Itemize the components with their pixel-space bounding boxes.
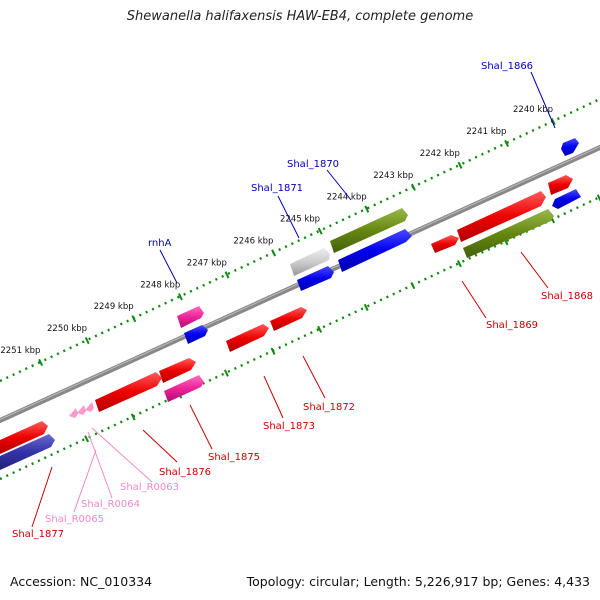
gene-shal-1871-b[interactable] (338, 229, 412, 272)
upper-tick (271, 249, 277, 257)
label-shal-1873[interactable]: Shal_1873 (263, 421, 315, 432)
gene-blue-under-rnha[interactable] (184, 325, 208, 344)
upper-tick (317, 227, 323, 235)
tick-label: 2251 kbp (0, 346, 40, 356)
upper-tick (550, 117, 556, 126)
label-shal-r0064[interactable]: Shal_R0064 (81, 499, 140, 510)
upper-scale-track (0, 97, 600, 383)
upper-tick (177, 293, 183, 301)
gene-labels: Shal_1866 Shal_1868 Shal_1869 Shal_1870 … (12, 61, 593, 540)
tick-label: 2244 kbp (327, 193, 367, 203)
lower-tick (130, 413, 136, 421)
tick-label: 2240 kbp (513, 105, 553, 115)
tick-label: 2246 kbp (233, 237, 273, 247)
lower-tick (270, 347, 276, 355)
upper-tick (224, 271, 230, 279)
gene-shal-r0065[interactable] (69, 408, 78, 418)
gene-shal-1869[interactable] (457, 191, 546, 242)
lower-tick (317, 325, 323, 333)
gene-shal-1867[interactable] (548, 175, 573, 195)
gene-red-near-1875[interactable] (159, 358, 196, 383)
tick-label: 2250 kbp (47, 324, 87, 334)
gene-features (0, 138, 581, 470)
label-shal-1866[interactable]: Shal_1866 (481, 61, 533, 72)
accession-text: Accession: NC_010334 (10, 574, 153, 589)
gene-shal-1870[interactable] (330, 208, 408, 253)
gene-shal-r0063[interactable] (85, 402, 94, 412)
genome-summary-text: Topology: circular; Length: 5,226,917 bp… (246, 574, 590, 589)
gene-shal-1866[interactable] (561, 138, 579, 156)
gene-shal-1875[interactable] (164, 375, 204, 402)
gene-rnha[interactable] (177, 306, 204, 328)
lower-tick (410, 281, 416, 290)
label-rnha[interactable]: rnhA (148, 238, 172, 249)
tick-label: 2243 kbp (373, 171, 413, 181)
gene-grey[interactable] (290, 248, 330, 276)
label-leaders (31, 71, 556, 528)
lower-tick (84, 435, 90, 443)
upper-tick (131, 315, 137, 323)
label-shal-1869[interactable]: Shal_1869 (486, 320, 538, 331)
tick-label: 2242 kbp (420, 149, 460, 159)
upper-tick (364, 205, 370, 213)
gene-shal-1877-red[interactable] (0, 421, 48, 454)
lower-tick (363, 303, 369, 312)
upper-tick (457, 161, 463, 169)
lower-tick (223, 369, 229, 377)
gene-shal-r0064[interactable] (77, 405, 86, 415)
label-shal-1868[interactable]: Shal_1868 (541, 291, 593, 302)
label-shal-1871[interactable]: Shal_1871 (251, 183, 303, 194)
label-shal-r0063[interactable]: Shal_R0063 (120, 482, 179, 493)
lower-tick (456, 260, 462, 268)
label-shal-r0065[interactable]: Shal_R0065 (45, 514, 104, 525)
gene-shal-1873[interactable] (226, 324, 269, 352)
tick-label: 2241 kbp (466, 127, 506, 137)
gene-shal-1866-b[interactable] (552, 189, 581, 209)
tick-labels: 2240 kbp 2241 kbp 2242 kbp 2243 kbp 2244 kbp… (0, 105, 553, 356)
gene-shal-1868[interactable] (463, 209, 554, 258)
lower-tick (596, 194, 600, 202)
label-shal-1875[interactable]: Shal_1875 (208, 452, 260, 463)
tick-label: 2248 kbp (140, 280, 180, 290)
upper-tick (410, 183, 416, 191)
upper-tick (84, 336, 90, 345)
tick-label: 2249 kbp (94, 302, 134, 312)
gene-small-red-a[interactable] (431, 235, 459, 253)
gene-shal-1872[interactable] (270, 307, 307, 331)
tick-label: 2247 kbp (187, 258, 227, 268)
map-title: Shewanella halifaxensis HAW-EB4, complet… (126, 9, 474, 24)
label-shal-1876[interactable]: Shal_1876 (159, 467, 211, 478)
label-shal-1877[interactable]: Shal_1877 (12, 529, 64, 540)
gene-shal-1877[interactable] (0, 434, 55, 470)
upper-tick (504, 139, 510, 148)
upper-tick-marks (38, 117, 556, 367)
label-shal-1870[interactable]: Shal_1870 (287, 159, 339, 170)
gene-shal-1876[interactable] (95, 372, 162, 412)
upper-tick (38, 358, 44, 367)
label-shal-1872[interactable]: Shal_1872 (303, 402, 355, 413)
tick-label: 2245 kbp (280, 215, 320, 225)
gene-shal-1871[interactable] (297, 266, 334, 291)
